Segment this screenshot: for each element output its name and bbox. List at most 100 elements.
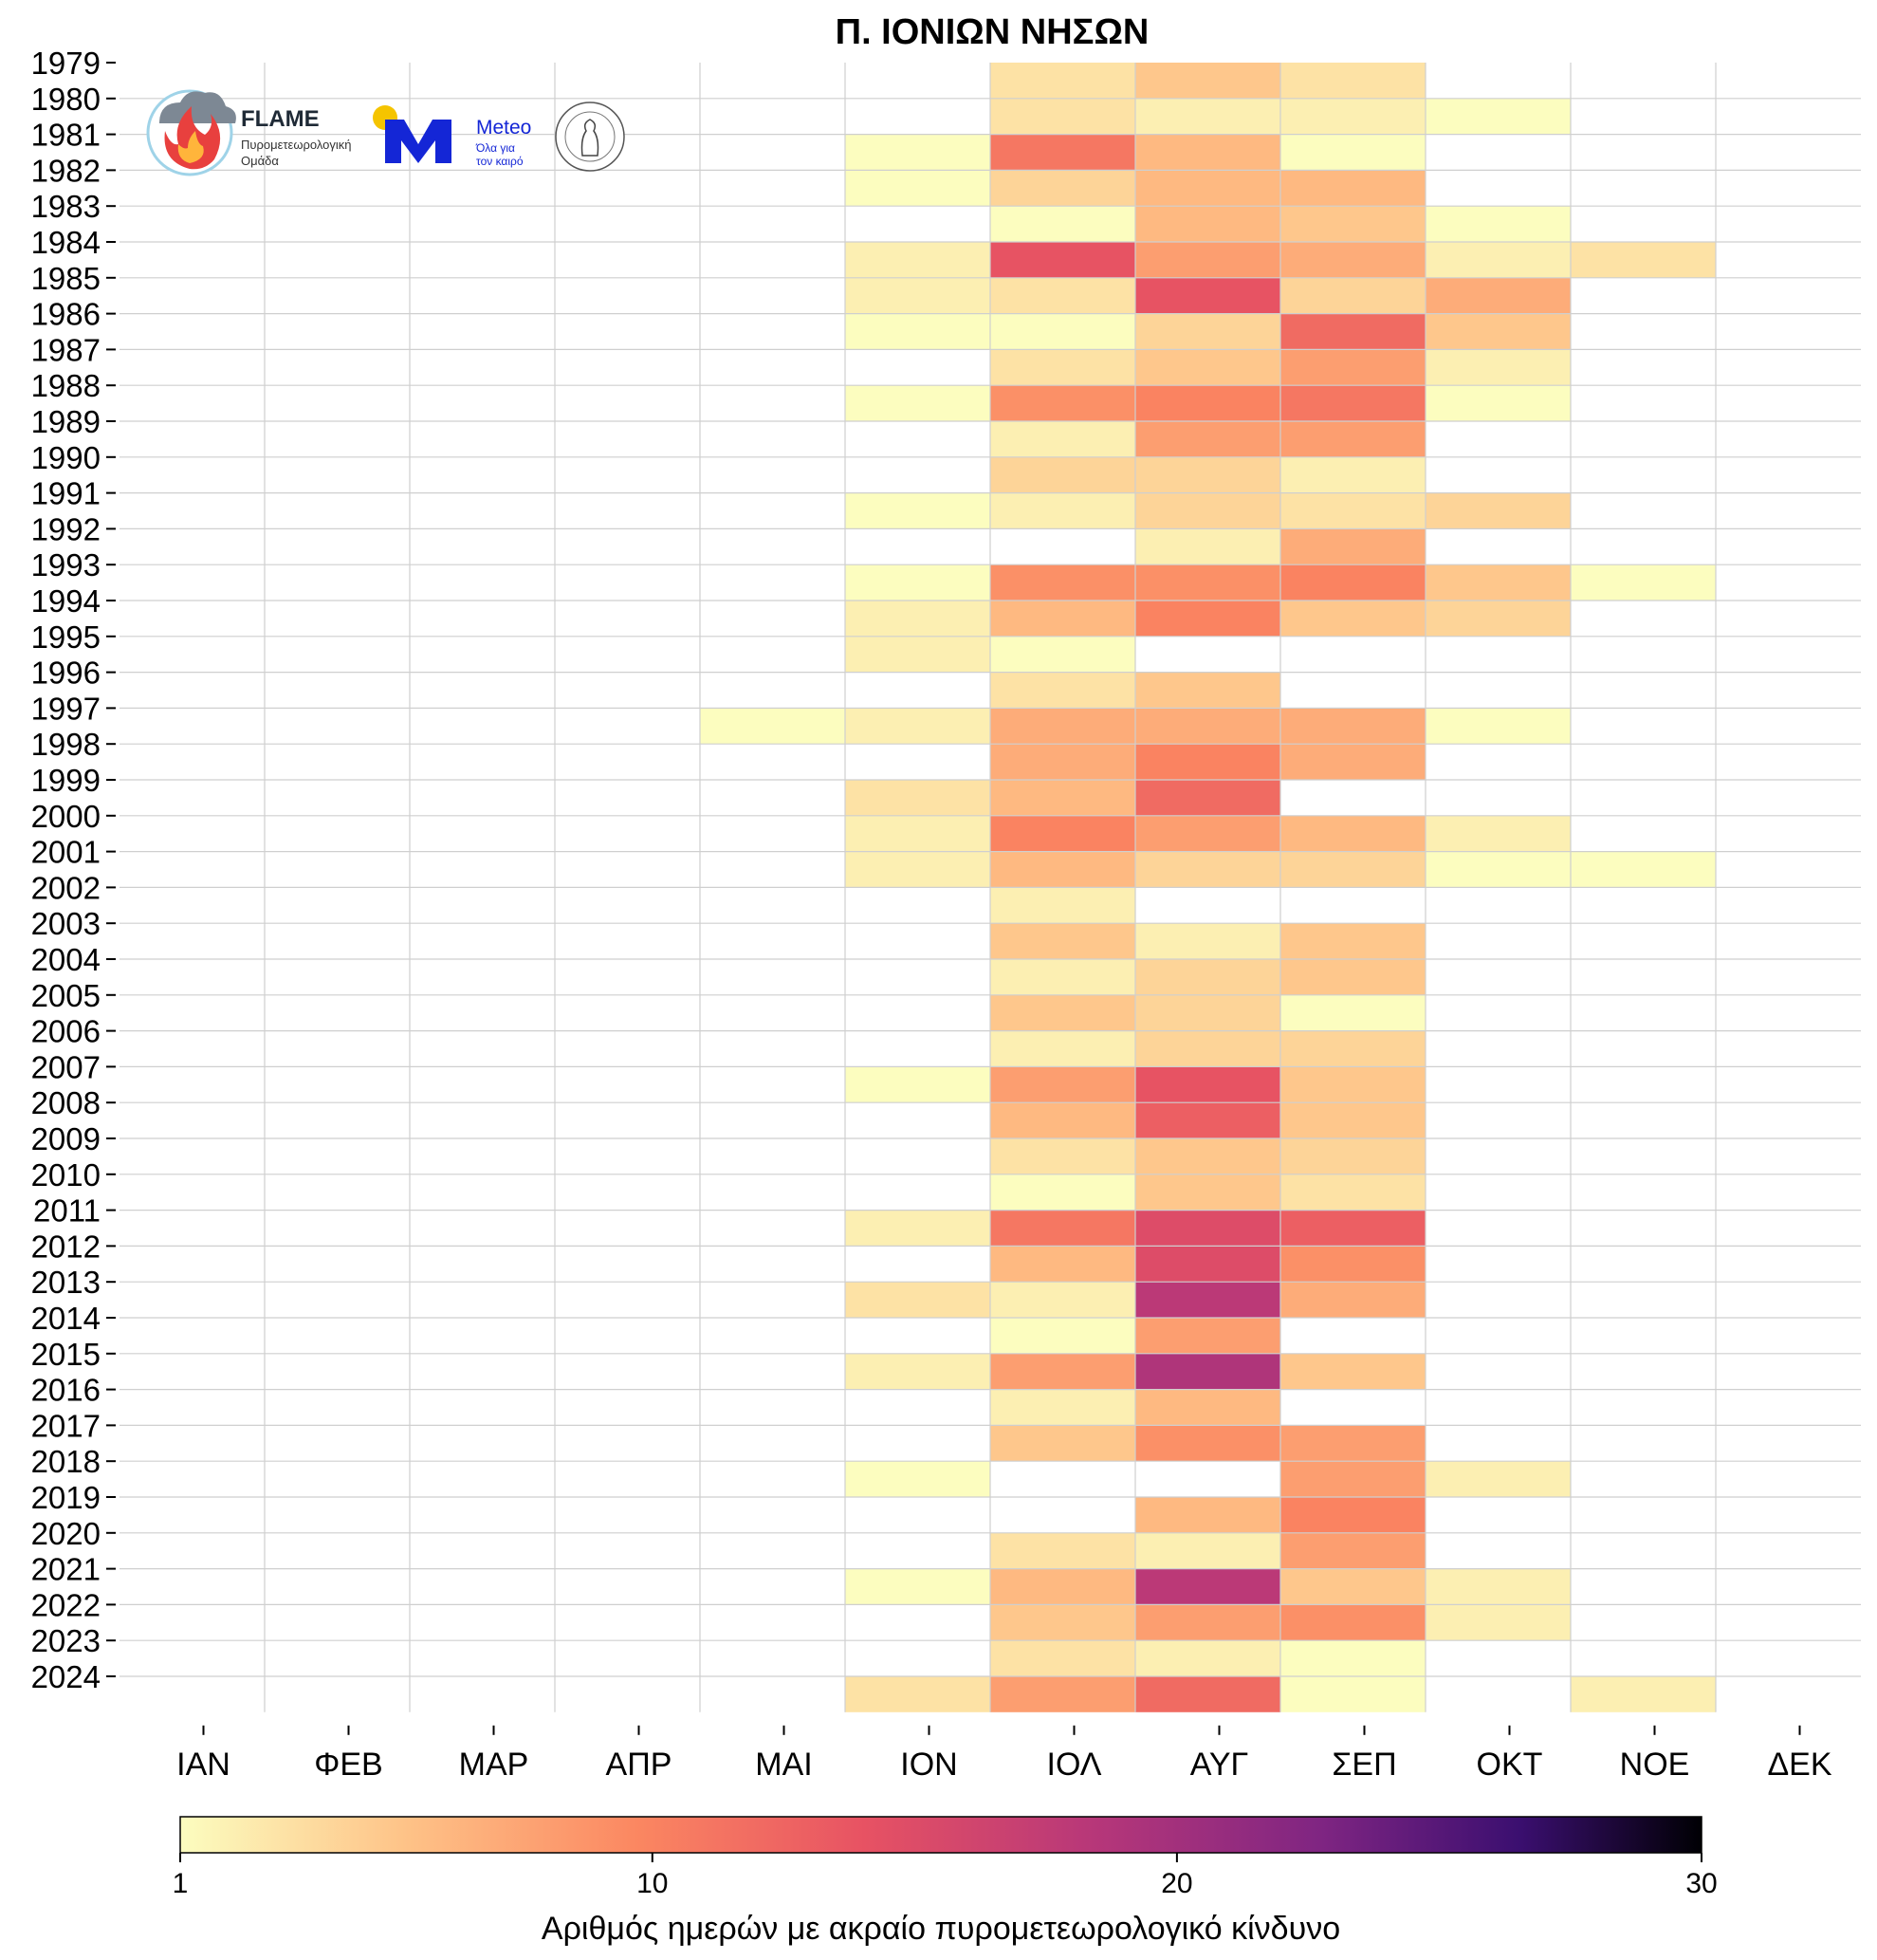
heatmap-cell — [845, 564, 990, 601]
heatmap-cell — [1135, 1282, 1280, 1318]
heatmap-cell — [990, 385, 1135, 421]
y-tick-label: 1984 — [31, 225, 101, 260]
y-tick-label: 2016 — [31, 1373, 101, 1408]
seal-outer-icon — [555, 102, 625, 172]
heatmap-cell — [990, 815, 1135, 852]
heatmap-cell — [1135, 994, 1280, 1031]
heatmap-cell — [1135, 780, 1280, 816]
colorbar-tick-label: 30 — [1685, 1868, 1717, 1899]
heatmap-cell — [1135, 1604, 1280, 1641]
heatmap-cell — [1426, 349, 1571, 386]
heatmap-cell — [845, 1461, 990, 1497]
heatmap-cell — [1426, 1461, 1571, 1497]
x-tick-label: ΜΑΡ — [459, 1747, 529, 1783]
heatmap-grid — [120, 63, 1861, 1712]
heatmap-cell — [1135, 63, 1280, 99]
x-tick-label: ΜΑΙ — [755, 1747, 812, 1783]
colorbar: 1 10 20 30 Αριθμός ημερών με ακραίο πυρομετ… — [173, 1816, 1718, 1947]
y-tick-label: 2003 — [31, 906, 101, 941]
heatmap-cell — [990, 564, 1135, 601]
x-tick-label: ΙΟΝ — [900, 1747, 957, 1783]
heatmap-cell — [1280, 277, 1426, 314]
heatmap-cell — [1280, 994, 1426, 1031]
x-tick-label: ΝΟΕ — [1620, 1747, 1690, 1783]
y-tick-label: 2023 — [31, 1623, 101, 1658]
heatmap-cell — [1426, 564, 1571, 601]
y-tick-label: 1990 — [31, 440, 101, 475]
heatmap-cell — [1426, 242, 1571, 278]
heatmap-cell — [990, 1174, 1135, 1211]
heatmap-cell — [845, 313, 990, 350]
heatmap-cell — [1135, 277, 1280, 314]
y-tick-label: 1999 — [31, 763, 101, 798]
meteo-sub2: τον καιρό — [476, 155, 524, 168]
meteo-logo: Meteo Όλα για τον καιρό — [373, 105, 531, 168]
heatmap-cell — [990, 1138, 1135, 1174]
heatmap-cell — [1280, 744, 1426, 780]
heatmap-cell — [1280, 63, 1426, 99]
heatmap-cell — [990, 1318, 1135, 1354]
heatmap-cell — [1280, 1676, 1426, 1712]
heatmap-cell — [990, 206, 1135, 242]
y-tick-label: 2006 — [31, 1014, 101, 1049]
heatmap-cell — [1280, 1640, 1426, 1676]
y-tick-label: 2008 — [31, 1085, 101, 1120]
heatmap-cell — [1135, 1532, 1280, 1569]
heatmap-cell — [990, 994, 1135, 1031]
heatmap-cell — [1280, 1604, 1426, 1641]
heatmap-cell — [990, 1532, 1135, 1569]
heatmap-cell — [1280, 385, 1426, 421]
y-tick-label: 1986 — [31, 297, 101, 332]
observatory-seal — [555, 102, 625, 172]
y-tick-label: 2010 — [31, 1157, 101, 1193]
y-tick-label: 1987 — [31, 332, 101, 367]
heatmap-cell — [1135, 1425, 1280, 1462]
x-axis: ΙΑΝ ΦΕΒ ΜΑΡ ΑΠΡ ΜΑΙ ΙΟΝ ΙΟΛ ΑΥΓ ΣΕΠ ΟΚΤ ΝΟΕ ΔΕΚ — [176, 1725, 1832, 1783]
heatmap-cell — [1280, 492, 1426, 529]
x-tick-label: ΔΕΚ — [1767, 1747, 1831, 1783]
y-tick-label: 2021 — [31, 1552, 101, 1587]
y-tick-label: 1988 — [31, 368, 101, 403]
flame-sub2: Ομάδα — [241, 154, 279, 168]
heatmap-cell — [1135, 528, 1280, 565]
heatmap-cell — [1280, 206, 1426, 242]
heatmap-cell — [1135, 456, 1280, 493]
heatmap-cell — [990, 134, 1135, 171]
heatmap-cell — [1135, 170, 1280, 207]
heatmap-cell — [990, 492, 1135, 529]
heatmap-cell — [990, 1389, 1135, 1426]
y-tick-label: 1989 — [31, 404, 101, 439]
heatmap-cell — [1135, 1174, 1280, 1211]
heatmap-cell — [1135, 851, 1280, 888]
heatmap-cell — [1280, 1425, 1426, 1462]
heatmap-cell — [990, 672, 1135, 709]
heatmap-cell — [1280, 313, 1426, 350]
heatmap-cell — [1135, 959, 1280, 995]
heatmap-cell — [990, 1282, 1135, 1318]
heatmap-cell — [990, 1640, 1135, 1676]
heatmap-cell — [1135, 1676, 1280, 1712]
y-tick-label: 1997 — [31, 691, 101, 726]
seal-inner-icon — [564, 111, 616, 162]
x-tick-label: ΙΑΝ — [176, 1747, 230, 1783]
heatmap-cell — [1280, 421, 1426, 457]
heatmap-cell — [845, 134, 990, 171]
y-tick-label: 2011 — [33, 1193, 101, 1229]
colorbar-gradient — [179, 1816, 1702, 1854]
y-tick-label: 1981 — [31, 118, 101, 153]
y-tick-label: 2000 — [31, 799, 101, 834]
y-tick-label: 1996 — [31, 656, 101, 691]
heatmap-cell — [1280, 1461, 1426, 1497]
y-tick-label: 2015 — [31, 1337, 101, 1372]
heatmap-cell — [1280, 528, 1426, 565]
heatmap-cell — [1280, 1174, 1426, 1211]
x-tick-label: ΣΕΠ — [1332, 1747, 1396, 1783]
heatmap-cell — [990, 1102, 1135, 1138]
heatmap-cell — [1280, 959, 1426, 995]
y-tick-label: 2013 — [31, 1265, 101, 1300]
heatmap-cell — [1280, 1030, 1426, 1067]
y-tick-label: 2014 — [31, 1301, 101, 1336]
cloud-icon — [159, 91, 236, 123]
heatmap-cell — [990, 887, 1135, 924]
heatmap-cell — [1280, 564, 1426, 601]
